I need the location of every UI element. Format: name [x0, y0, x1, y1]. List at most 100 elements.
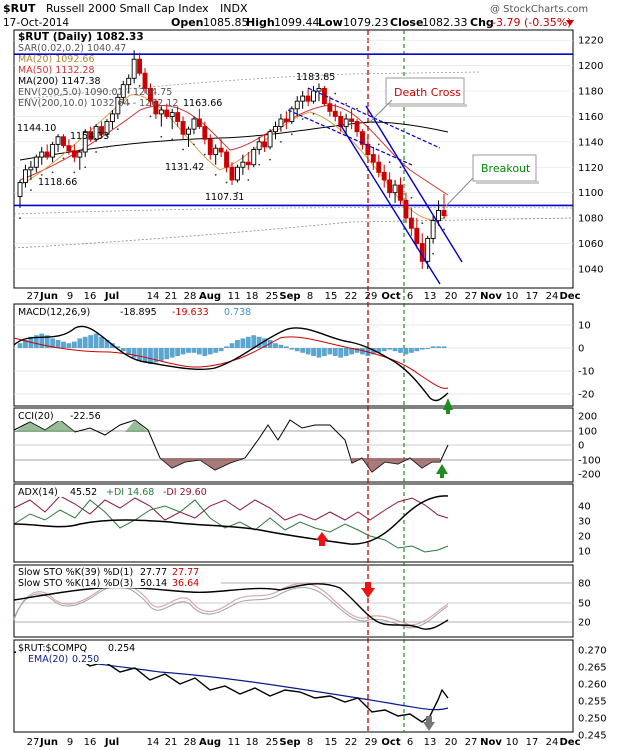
price-label-1163: 1163.66	[183, 98, 222, 109]
legend-item-sar: SAR(0.02,0.2) 1040.47	[18, 43, 126, 54]
candle-body	[349, 118, 355, 122]
sar-dot	[127, 102, 130, 105]
x-tick-label: Jul	[104, 737, 119, 748]
candle-body	[180, 121, 186, 135]
candle-body	[278, 118, 284, 128]
candle-body	[240, 161, 246, 168]
ratio-value: 0.254	[108, 643, 135, 654]
sto1-value-1: 27.77	[140, 567, 167, 578]
candle-body	[332, 110, 338, 117]
macd-signal-line	[13, 336, 449, 389]
x-tick-label: 25	[266, 737, 279, 748]
sar-dot	[388, 161, 391, 164]
macd-histogram	[17, 333, 447, 364]
exchange-text: INDX	[220, 2, 248, 15]
macd-histogram-bar	[186, 348, 191, 353]
indicator-y-tick: 80	[578, 579, 591, 590]
cci-value: -22.56	[70, 411, 101, 422]
macd-histogram-bar	[327, 348, 333, 355]
macd-histogram-bar	[256, 336, 262, 348]
macd-histogram-bar	[207, 348, 213, 355]
x-tick-label: 8	[307, 291, 313, 302]
breakout-callout: Breakout	[445, 154, 539, 207]
macd-histogram-bar	[39, 333, 45, 348]
sto2-label: Slow STO %K(14) %D(3)	[18, 578, 133, 589]
adx-panel-frame	[13, 483, 574, 563]
price-grid	[14, 39, 573, 270]
x-tick-label: 15	[325, 737, 338, 748]
sar-dot	[301, 118, 304, 120]
macd-histogram-bar	[354, 348, 360, 353]
macd-histogram-bar	[403, 348, 409, 355]
adx-up-arrow-icon	[316, 532, 328, 546]
sar-dot	[182, 148, 184, 151]
ratio-panel-frame	[13, 639, 574, 733]
macd-histogram-bar	[158, 348, 164, 361]
candle-body	[153, 100, 159, 115]
legend-item-env5: ENV(200,5.0) 1090.01 - 1204.75	[18, 87, 172, 98]
x-tick-label: 6	[407, 737, 413, 748]
high-label: High	[246, 16, 275, 29]
macd-histogram-bar	[235, 340, 240, 348]
x-tick-label: 21	[165, 737, 178, 748]
sar-dot	[247, 179, 250, 181]
lower-dashed-trendline	[287, 109, 413, 166]
adx-value: 45.52	[70, 487, 97, 498]
x-tick-label: 14	[147, 737, 160, 748]
sar-dot	[149, 115, 152, 118]
x-tick-label: Nov	[480, 291, 502, 302]
price-y-tick: 1080	[578, 214, 603, 225]
macd-histogram-bar	[273, 343, 278, 348]
indicator-y-tick: 0	[578, 441, 584, 452]
candle-body	[327, 103, 333, 112]
indicator-y-tick: 0.260	[578, 680, 607, 691]
indicator-y-tick: 10	[578, 321, 591, 332]
price-y-tick: 1040	[578, 264, 603, 275]
env5-lower-line	[13, 207, 574, 215]
x-tick-label: Dec	[559, 737, 580, 748]
candle-body	[262, 141, 268, 148]
macd-histogram-bar	[66, 343, 72, 348]
indicator-y-tick: 0.250	[578, 714, 607, 725]
macd-histogram-bar	[164, 348, 170, 360]
x-tick-label: 15	[325, 291, 338, 302]
x-tick-label: Nov	[480, 737, 502, 748]
death-cross-pointer	[369, 99, 393, 123]
chg-label: Chg	[470, 16, 494, 29]
candle-body	[71, 150, 77, 158]
adx-line	[13, 495, 449, 545]
sto1-value-2: 27.77	[172, 567, 199, 578]
candle-body	[408, 217, 414, 229]
cci-label-bg	[16, 410, 126, 421]
candle-body	[354, 121, 360, 133]
candle-body	[109, 113, 115, 122]
macd-histogram-bar	[262, 338, 268, 348]
death-cross-callout: Death Cross	[369, 77, 467, 123]
candle-body	[305, 95, 311, 102]
channel-lower-line	[339, 123, 441, 285]
macd-label-bg	[16, 306, 266, 317]
sto-label-bg	[16, 566, 221, 588]
price-y-tick: 1180	[578, 87, 603, 98]
candle-body	[169, 112, 175, 117]
sar-dot	[193, 143, 195, 146]
candle-body	[131, 58, 137, 79]
candle-body	[22, 169, 28, 183]
sar-dot	[312, 112, 315, 115]
macd-histogram-bar	[175, 348, 181, 356]
macd-histogram-bar	[289, 348, 295, 350]
ratio-up-arrow-icon	[423, 716, 435, 731]
candle-body	[376, 161, 382, 173]
candle-body	[343, 118, 349, 128]
macd-histogram-bar	[300, 348, 306, 353]
macd-histogram-bar	[229, 343, 235, 348]
candle-body	[33, 156, 39, 168]
candle-body	[175, 112, 181, 122]
sar-dot	[138, 85, 141, 87]
sar-dot	[106, 146, 108, 148]
x-tick-label: 24	[546, 291, 559, 302]
candle-body	[365, 143, 371, 156]
ticker-text: $RUT	[3, 2, 36, 15]
macd-histogram-bar	[44, 335, 50, 348]
